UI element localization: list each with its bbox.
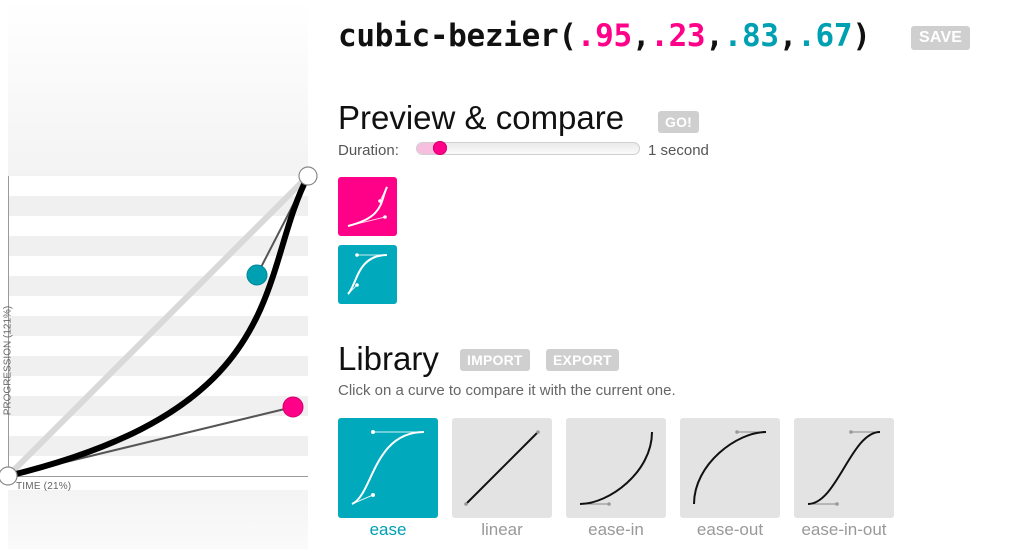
control-point-p2[interactable] <box>246 264 268 286</box>
go-button[interactable]: GO! <box>658 111 700 133</box>
time-axis <box>8 476 308 477</box>
code-p2x: .83 <box>723 18 779 54</box>
duration-slider-fill <box>417 143 445 154</box>
import-button[interactable]: IMPORT <box>460 349 530 371</box>
preview-current-curve[interactable] <box>338 177 397 236</box>
bezier-editor[interactable]: TIME (21%) PROGRESSION (121%) <box>0 0 318 549</box>
export-button[interactable]: EXPORT <box>546 349 619 371</box>
linear-curve-icon <box>464 430 540 506</box>
code-sep: , <box>631 18 651 54</box>
library-item-linear[interactable] <box>452 418 552 518</box>
curve-canvas[interactable] <box>0 0 330 549</box>
grid-stripe <box>8 196 308 216</box>
code-prefix: cubic-bezier( <box>338 18 577 54</box>
library-title: Library <box>338 340 439 377</box>
library-item-ease[interactable] <box>338 418 438 518</box>
linear-reference-line <box>5 173 311 479</box>
code-p1y: .23 <box>650 18 706 54</box>
current-curve-thumb-icon <box>347 186 388 227</box>
library-hint: Click on a curve to compare it with the … <box>338 382 676 399</box>
preview-compare-curve[interactable] <box>338 245 397 304</box>
library-item-ease-label: ease <box>369 520 407 539</box>
code-suffix: ) <box>852 18 871 54</box>
ease-out-curve-icon <box>693 430 767 505</box>
end-point <box>298 166 318 186</box>
ease-curve-icon <box>351 430 425 505</box>
code-p1x: .95 <box>576 18 632 54</box>
bezier-curve <box>5 173 311 479</box>
compare-curve-thumb-icon <box>347 253 388 295</box>
grid-stripe <box>8 356 308 376</box>
start-point <box>0 466 18 486</box>
library-item-ease-in-out-label: ease-in-out <box>801 520 887 539</box>
code-sep: , <box>778 18 798 54</box>
progression-axis <box>8 176 9 476</box>
library-item-ease-out[interactable] <box>680 418 780 518</box>
library-item-ease-in[interactable] <box>566 418 666 518</box>
duration-label: Duration: <box>338 142 399 159</box>
code-sep: , <box>705 18 724 54</box>
preview-title: Preview & compare <box>338 99 625 136</box>
library-item-ease-in-out[interactable] <box>794 418 894 518</box>
library-item-linear-label: linear <box>481 520 523 539</box>
control-point-p1[interactable] <box>282 396 304 418</box>
duration-slider[interactable] <box>416 142 640 155</box>
library-item-ease-in-label: ease-in <box>588 520 644 539</box>
editor-top-area <box>8 0 308 176</box>
duration-value: 1 second <box>648 142 709 159</box>
editor-bottom-area <box>8 490 308 549</box>
library-item-ease-out-label: ease-out <box>696 520 764 539</box>
code-p2y: .67 <box>797 18 853 54</box>
save-button[interactable]: SAVE <box>911 26 971 50</box>
duration-slider-thumb[interactable] <box>433 141 447 155</box>
ease-in-curve-icon <box>579 431 653 506</box>
ease-in-out-curve-icon <box>807 430 881 506</box>
grid-stripe <box>8 276 308 296</box>
cubic-bezier-code: cubic-bezier(.95,.23,.83,.67) <box>338 18 871 54</box>
time-axis-label: TIME (21%) <box>16 481 72 492</box>
